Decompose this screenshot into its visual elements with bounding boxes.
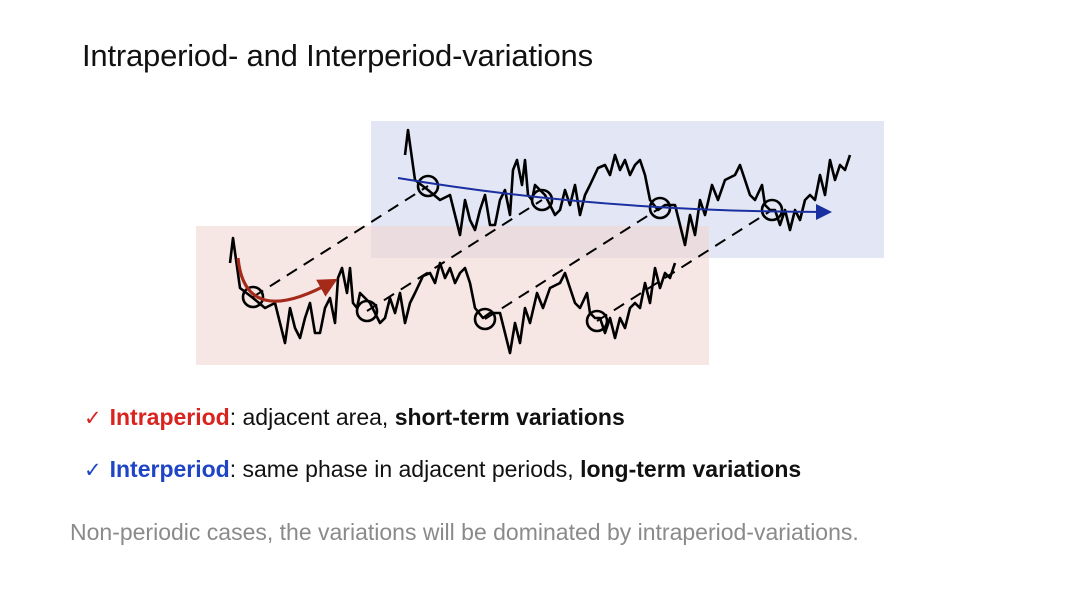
phase-marker-circle [530,188,554,212]
phase-marker-circle [355,299,379,323]
lower-period-series [228,236,677,355]
footnote: Non-periodic cases, the variations will … [70,519,859,545]
intraperiod-arrow [236,257,338,303]
phase-link-lines [252,185,773,322]
bullet-text: : adjacent area, [229,404,395,430]
phase-link-line [484,207,661,320]
phase-marker-circle [416,174,440,198]
phase-marker-circle [760,198,784,222]
phase-link-line [252,185,429,298]
bullet-intraperiod: ✓ Intraperiod: adjacent area, short-term … [84,404,625,431]
bullet-emphasis: short-term variations [394,404,625,430]
interperiod-arrow [397,177,832,220]
slide-title: Intraperiod- and Interperiod-variations [82,38,593,73]
upper-period-series [403,128,852,247]
check-icon: ✓ [84,407,102,430]
phase-marker-circle [473,307,497,331]
phase-link-line [596,209,773,322]
phase-marker-circle [585,309,609,333]
phase-marker-circle [241,285,265,309]
bullet-interperiod: ✓ Interperiod: same phase in adjacent per… [84,456,801,483]
bullet-emphasis: long-term variations [580,456,802,482]
check-icon: ✓ [84,459,102,482]
phase-link-line [366,199,543,312]
term-intraperiod: Intraperiod [109,404,230,430]
intraperiod-region [196,226,709,365]
bullet-text: : same phase in adjacent periods, [229,456,581,482]
term-interperiod: Interperiod [109,456,230,482]
